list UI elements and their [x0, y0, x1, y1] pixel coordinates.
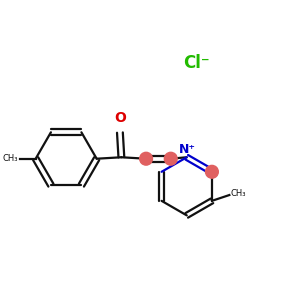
Circle shape [206, 165, 218, 178]
Circle shape [164, 152, 177, 165]
Circle shape [140, 152, 152, 165]
Text: Cl⁻: Cl⁻ [184, 54, 210, 72]
Text: CH₃: CH₃ [3, 154, 18, 163]
Text: CH₃: CH₃ [231, 189, 246, 198]
Text: N⁺: N⁺ [179, 143, 196, 156]
Text: O: O [114, 111, 126, 125]
